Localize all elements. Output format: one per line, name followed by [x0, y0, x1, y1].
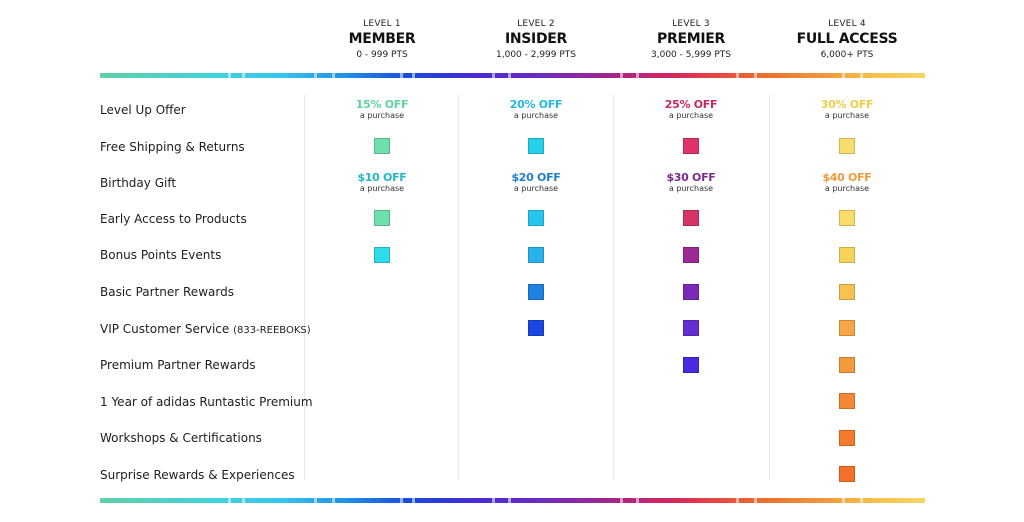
offer-subtext: a purchase — [359, 111, 405, 120]
feature-vip-customer-service: VIP Customer Service (833-REEBOKS) — [100, 322, 311, 336]
feature-runtastic-premium: 1 Year of adidas Runtastic Premium — [100, 395, 313, 409]
offer-subtext: a purchase — [513, 111, 559, 120]
level-points: 3,000 - 5,999 PTS — [651, 50, 731, 60]
birthday-gift-cell: $10 OFF a purchase — [322, 171, 442, 194]
level-points: 0 - 999 PTS — [356, 50, 408, 60]
included-check-square — [839, 247, 855, 263]
included-check-square — [374, 138, 390, 154]
included-check-square — [839, 357, 855, 373]
included-check-square — [683, 357, 699, 373]
included-check-square — [528, 320, 544, 336]
included-check-square — [528, 138, 544, 154]
column-divider — [458, 95, 459, 480]
level-points: 6,000+ PTS — [820, 50, 874, 60]
level-3-header: LEVEL 3 PREMIER 3,000 - 5,999 PTS — [616, 18, 766, 62]
offer-amount: 20% OFF — [509, 98, 563, 111]
included-check-square — [374, 247, 390, 263]
column-divider — [613, 95, 614, 480]
included-check-square — [683, 320, 699, 336]
feature-surprise-rewards: Surprise Rewards & Experiences — [100, 468, 295, 482]
level-up-offer-cell: 30% OFF a purchase — [787, 98, 907, 121]
birthday-gift-cell: $40 OFF a purchase — [787, 171, 907, 194]
gift-subtext: a purchase — [824, 184, 870, 193]
gift-subtext: a purchase — [668, 184, 714, 193]
offer-amount: 30% OFF — [820, 98, 874, 111]
included-check-square — [374, 210, 390, 226]
level-up-offer-cell: 20% OFF a purchase — [476, 98, 596, 121]
level-name: PREMIER — [657, 31, 725, 47]
gift-amount: $20 OFF — [511, 171, 561, 184]
included-check-square — [839, 210, 855, 226]
included-check-square — [839, 466, 855, 482]
included-check-square — [683, 210, 699, 226]
feature-premium-partner-rewards: Premium Partner Rewards — [100, 358, 256, 372]
included-check-square — [839, 320, 855, 336]
birthday-gift-cell: $20 OFF a purchase — [476, 171, 596, 194]
included-check-square — [528, 247, 544, 263]
vip-phone-number: (833-REEBOKS) — [233, 325, 311, 336]
level-number: LEVEL 4 — [828, 19, 866, 29]
level-points: 1,000 - 2,999 PTS — [496, 50, 576, 60]
birthday-gift-cell: $30 OFF a purchase — [631, 171, 751, 194]
level-up-offer-cell: 15% OFF a purchase — [322, 98, 442, 121]
level-number: LEVEL 2 — [517, 19, 555, 29]
gift-amount: $40 OFF — [822, 171, 872, 184]
gift-amount: $10 OFF — [357, 171, 407, 184]
gift-subtext: a purchase — [513, 184, 559, 193]
feature-early-access: Early Access to Products — [100, 212, 247, 226]
included-check-square — [839, 138, 855, 154]
gift-subtext: a purchase — [359, 184, 405, 193]
level-name: MEMBER — [348, 31, 416, 47]
feature-birthday-gift: Birthday Gift — [100, 176, 177, 190]
included-check-square — [528, 210, 544, 226]
level-name: INSIDER — [504, 31, 568, 47]
feature-workshops: Workshops & Certifications — [100, 431, 262, 445]
included-check-square — [528, 284, 544, 300]
bottom-gradient-bar — [100, 498, 925, 503]
included-check-square — [839, 430, 855, 446]
level-4-header: LEVEL 4 FULL ACCESS 6,000+ PTS — [772, 18, 922, 62]
level-number: LEVEL 1 — [363, 19, 401, 29]
included-check-square — [839, 393, 855, 409]
offer-amount: 15% OFF — [355, 98, 409, 111]
top-gradient-bar — [100, 73, 925, 78]
included-check-square — [683, 247, 699, 263]
offer-subtext: a purchase — [668, 111, 714, 120]
feature-basic-partner-rewards: Basic Partner Rewards — [100, 285, 234, 299]
included-check-square — [839, 284, 855, 300]
feature-free-shipping: Free Shipping & Returns — [100, 140, 245, 154]
column-divider — [304, 95, 305, 480]
included-check-square — [683, 284, 699, 300]
level-name: FULL ACCESS — [796, 31, 898, 47]
offer-subtext: a purchase — [824, 111, 870, 120]
column-divider — [769, 95, 770, 480]
level-1-header: LEVEL 1 MEMBER 0 - 999 PTS — [307, 18, 457, 62]
level-2-header: LEVEL 2 INSIDER 1,000 - 2,999 PTS — [461, 18, 611, 62]
included-check-square — [683, 138, 699, 154]
feature-bonus-points: Bonus Points Events — [100, 248, 222, 262]
offer-amount: 25% OFF — [664, 98, 718, 111]
gift-amount: $30 OFF — [666, 171, 716, 184]
feature-level-up-offer: Level Up Offer — [100, 103, 186, 117]
level-number: LEVEL 3 — [672, 19, 710, 29]
level-up-offer-cell: 25% OFF a purchase — [631, 98, 751, 121]
